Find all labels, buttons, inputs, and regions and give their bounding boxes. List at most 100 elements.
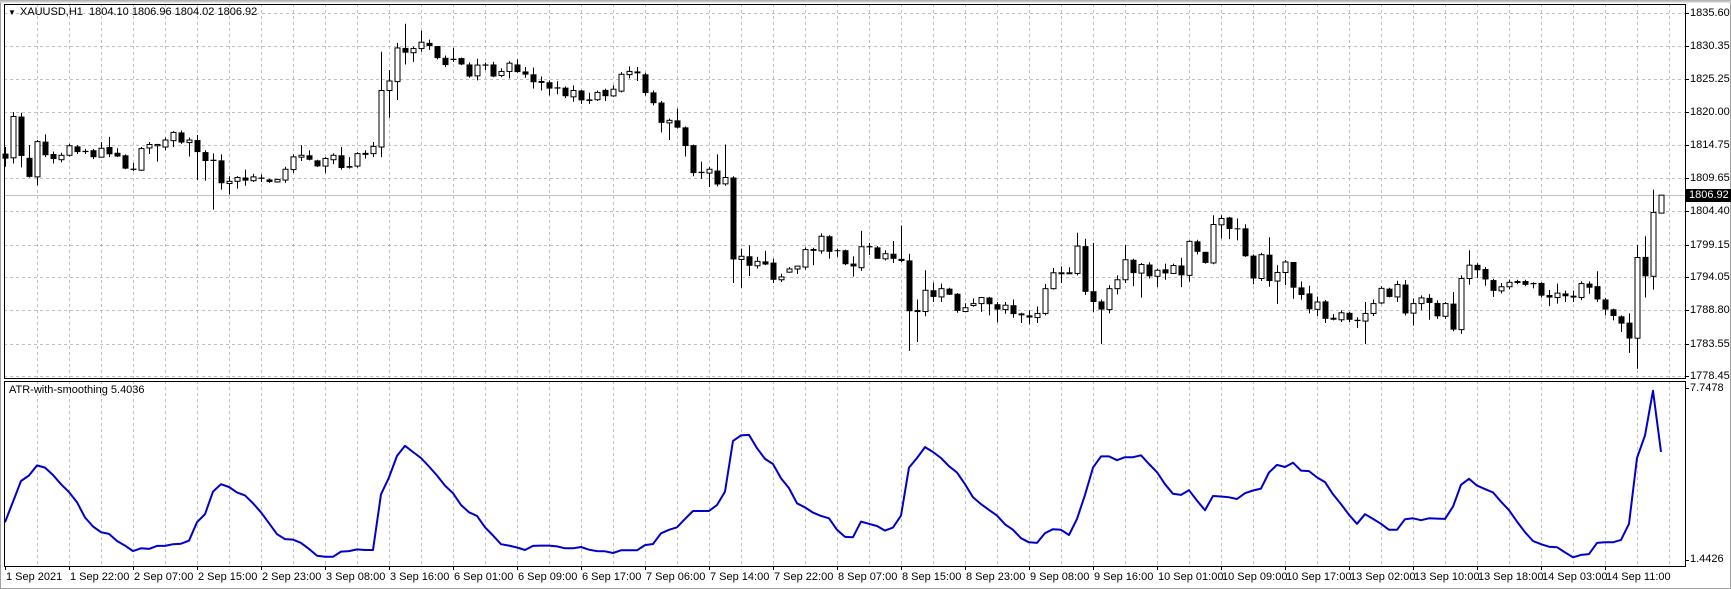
- indicator-max-label: 7.7478: [1690, 382, 1724, 394]
- candle: [450, 47, 457, 62]
- candle-body-bullish: [162, 139, 169, 148]
- time-axis-label: 13 Sep 02:00: [1350, 571, 1416, 583]
- time-axis-label: 14 Sep 11:00: [1606, 571, 1671, 583]
- candle-body-bullish: [1154, 269, 1161, 277]
- candle: [1098, 299, 1105, 344]
- candle: [1130, 258, 1137, 287]
- candle-body-bullish: [1554, 292, 1561, 299]
- candle-body-bullish: [418, 41, 425, 50]
- price-axis-label: 1794.05: [1690, 270, 1730, 283]
- candle: [810, 247, 817, 266]
- candle-body-bearish: [1386, 288, 1393, 297]
- candle: [1282, 260, 1289, 286]
- candle: [482, 62, 489, 71]
- candle: [226, 176, 233, 195]
- candle: [42, 134, 49, 158]
- candle: [498, 68, 505, 78]
- candle: [1362, 302, 1369, 344]
- candle: [322, 157, 329, 174]
- candle-body-bearish: [602, 89, 609, 97]
- candle-body-bearish: [746, 256, 753, 266]
- candle: [1386, 287, 1393, 298]
- candle: [1570, 290, 1577, 303]
- candle: [1602, 297, 1609, 316]
- candle-body-bearish: [434, 46, 441, 59]
- candle: [826, 235, 833, 259]
- candle: [1338, 310, 1345, 323]
- candle: [1370, 299, 1377, 316]
- candle: [690, 144, 697, 177]
- candle: [1002, 302, 1009, 314]
- candle-body-bullish: [922, 289, 929, 313]
- candle-body-bearish: [402, 47, 409, 53]
- candle: [834, 248, 841, 257]
- candle: [154, 143, 161, 162]
- time-axis-label: 6 Sep 17:00: [582, 571, 642, 583]
- candle: [266, 178, 273, 183]
- candle-body-bearish: [1618, 316, 1625, 324]
- candle: [202, 150, 209, 181]
- candle: [1298, 281, 1305, 300]
- candle: [1554, 283, 1561, 304]
- candle: [546, 80, 553, 96]
- candle-body-bearish: [194, 140, 201, 153]
- candle: [1314, 296, 1321, 316]
- candle-body-bullish: [818, 235, 825, 252]
- candle-body-bullish: [282, 168, 289, 181]
- candle: [378, 51, 385, 158]
- candle-body-bearish: [1522, 281, 1529, 285]
- candle-body-bearish: [634, 71, 641, 74]
- candle: [1578, 281, 1585, 301]
- candle: [770, 258, 777, 283]
- candle: [642, 72, 649, 96]
- candle: [1250, 254, 1257, 285]
- candle-body-bearish: [82, 150, 89, 153]
- candle: [906, 253, 913, 351]
- candle: [538, 76, 545, 91]
- candle: [866, 242, 873, 255]
- candle-body-bearish: [546, 82, 553, 89]
- candle: [402, 23, 409, 65]
- candle: [346, 157, 353, 169]
- candle-body-bearish: [106, 147, 113, 155]
- candle-body-bullish: [1418, 297, 1425, 305]
- candle-body-bearish: [266, 179, 273, 182]
- candle: [1194, 239, 1201, 255]
- candle: [1426, 294, 1433, 320]
- candle: [746, 245, 753, 276]
- candle-body-bearish: [1562, 293, 1569, 297]
- candle-body-bullish: [1466, 264, 1473, 280]
- candle-body-bearish: [1090, 291, 1097, 303]
- candle: [74, 145, 81, 155]
- candle-body-bearish: [834, 250, 841, 252]
- candle-body-bullish: [1170, 264, 1177, 274]
- indicator-min-label: 1.4426: [1690, 553, 1724, 565]
- candle-body-bearish: [1306, 293, 1313, 310]
- candle-body-bullish: [626, 70, 633, 76]
- time-axis-label: 2 Sep 23:00: [262, 571, 322, 583]
- candle-body-bearish: [1586, 283, 1593, 288]
- candle: [274, 178, 281, 183]
- candle: [706, 167, 713, 188]
- candle-body-bearish: [890, 253, 897, 259]
- candle-body-bearish: [122, 155, 129, 169]
- candle: [842, 249, 849, 266]
- symbol-header: ▼ XAUUSD,H1 1804.10 1806.96 1804.02 1806.…: [8, 6, 257, 18]
- candle-body-bearish: [1474, 264, 1481, 271]
- time-axis-label: 1 Sep 2021: [6, 571, 63, 583]
- candle-body-bearish: [554, 87, 561, 89]
- candle: [514, 59, 521, 73]
- candle-body-bullish: [226, 180, 233, 185]
- candle-body-bearish: [26, 157, 33, 177]
- candle: [130, 162, 137, 172]
- candle-body-bearish: [1298, 287, 1305, 296]
- candle-body-bullish: [1338, 312, 1345, 321]
- candle: [1258, 252, 1265, 282]
- indicator-pane-border: [4, 381, 1686, 567]
- candle-body-bearish: [906, 260, 913, 312]
- candle: [914, 299, 921, 343]
- candle-body-bearish: [674, 120, 681, 128]
- candle: [1330, 314, 1337, 321]
- dropdown-triangle-icon[interactable]: ▼: [8, 8, 16, 17]
